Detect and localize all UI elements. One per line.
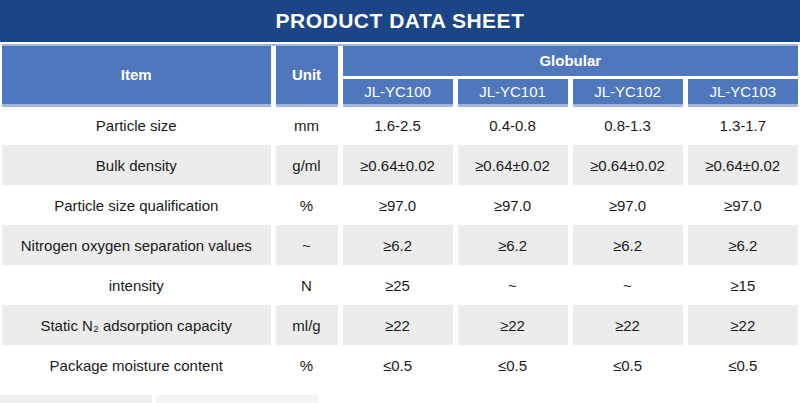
table-row: Particle size qualification % ≥97.0 ≥97.… bbox=[2, 185, 798, 225]
value-cell: 1.6-2.5 bbox=[340, 105, 455, 145]
item-cell: Package moisture content bbox=[2, 345, 273, 385]
title-bar: PRODUCT DATA SHEET bbox=[0, 0, 800, 42]
column-header-item: Item bbox=[2, 46, 273, 105]
column-header-model-1: JL-YC100 bbox=[340, 77, 455, 105]
item-cell: Particle size qualification bbox=[2, 185, 273, 225]
unit-cell: ~ bbox=[273, 225, 340, 265]
unit-cell: % bbox=[273, 185, 340, 225]
value-cell: 0.4-0.8 bbox=[455, 105, 570, 145]
value-cell: ≥0.64±0.02 bbox=[340, 145, 455, 185]
column-header-globular: Globular bbox=[340, 46, 798, 77]
table-header: Item Unit Globular JL-YC100 JL-YC101 JL-… bbox=[2, 46, 798, 105]
value-cell: ~ bbox=[570, 265, 685, 305]
column-header-model-2: JL-YC101 bbox=[455, 77, 570, 105]
value-cell: ≤0.5 bbox=[340, 345, 455, 385]
value-cell: ≥22 bbox=[340, 305, 455, 345]
value-cell: 0.8-1.3 bbox=[570, 105, 685, 145]
value-cell: ≥0.64±0.02 bbox=[455, 145, 570, 185]
value-cell: ≥6.2 bbox=[570, 225, 685, 265]
table-row: Static N₂ adsorption capacity ml/g ≥22 ≥… bbox=[2, 305, 798, 345]
value-cell: ≥22 bbox=[455, 305, 570, 345]
product-data-sheet-page: PRODUCT DATA SHEET Item Unit Globular JL… bbox=[0, 0, 800, 403]
item-cell: intensity bbox=[2, 265, 273, 305]
value-cell: ≥15 bbox=[685, 265, 798, 305]
partial-next-row-segment bbox=[156, 395, 318, 403]
column-header-model-3: JL-YC102 bbox=[570, 77, 685, 105]
value-cell: ≤0.5 bbox=[455, 345, 570, 385]
item-cell: Static N₂ adsorption capacity bbox=[2, 305, 273, 345]
value-cell: ≥22 bbox=[570, 305, 685, 345]
value-cell: ≤0.5 bbox=[685, 345, 798, 385]
table-row: Bulk density g/ml ≥0.64±0.02 ≥0.64±0.02 … bbox=[2, 145, 798, 185]
partial-next-row-segment bbox=[0, 395, 152, 403]
item-cell: Particle size bbox=[2, 105, 273, 145]
unit-cell: g/ml bbox=[273, 145, 340, 185]
value-cell: ≥0.64±0.02 bbox=[685, 145, 798, 185]
item-cell: Nitrogen oxygen separation values bbox=[2, 225, 273, 265]
value-cell: ≥97.0 bbox=[455, 185, 570, 225]
header-row-group: Item Unit Globular bbox=[2, 46, 798, 77]
value-cell: ≥97.0 bbox=[570, 185, 685, 225]
value-cell: ≥6.2 bbox=[340, 225, 455, 265]
column-header-unit: Unit bbox=[273, 46, 340, 105]
unit-cell: N bbox=[273, 265, 340, 305]
value-cell: ≥6.2 bbox=[685, 225, 798, 265]
value-cell: ~ bbox=[455, 265, 570, 305]
value-cell: ≥97.0 bbox=[685, 185, 798, 225]
table-row: Particle size mm 1.6-2.5 0.4-0.8 0.8-1.3… bbox=[2, 105, 798, 145]
table-body: Particle size mm 1.6-2.5 0.4-0.8 0.8-1.3… bbox=[2, 105, 798, 385]
table-row: intensity N ≥25 ~ ~ ≥15 bbox=[2, 265, 798, 305]
table-row: Package moisture content % ≤0.5 ≤0.5 ≤0.… bbox=[2, 345, 798, 385]
item-cell: Bulk density bbox=[2, 145, 273, 185]
unit-cell: ml/g bbox=[273, 305, 340, 345]
table-row: Nitrogen oxygen separation values ~ ≥6.2… bbox=[2, 225, 798, 265]
value-cell: ≥6.2 bbox=[455, 225, 570, 265]
value-cell: ≥0.64±0.02 bbox=[570, 145, 685, 185]
value-cell: ≤0.5 bbox=[570, 345, 685, 385]
value-cell: ≥97.0 bbox=[340, 185, 455, 225]
value-cell: ≥25 bbox=[340, 265, 455, 305]
unit-cell: % bbox=[273, 345, 340, 385]
value-cell: ≥22 bbox=[685, 305, 798, 345]
page-title: PRODUCT DATA SHEET bbox=[276, 9, 525, 33]
unit-cell: mm bbox=[273, 105, 340, 145]
value-cell: 1.3-1.7 bbox=[685, 105, 798, 145]
product-table: Item Unit Globular JL-YC100 JL-YC101 JL-… bbox=[2, 46, 798, 385]
column-header-model-4: JL-YC103 bbox=[685, 77, 798, 105]
